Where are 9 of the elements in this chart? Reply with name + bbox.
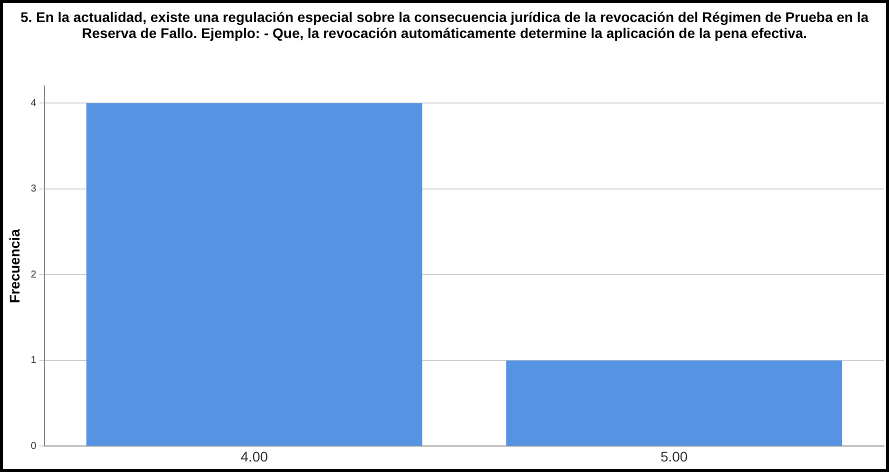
y-tick-label: 2 [30,269,37,280]
y-tick-label: 4 [30,98,37,109]
x-tick-label: 5.00 [660,448,688,464]
y-tick-label: 1 [30,355,37,366]
chart-title: 5. En la actualidad, existe una regulación especial sobre la consecuencia jurídica de la revocación del Régimen de Prueba en la Reserva de Fallo. Ejemplo: - Que, la revocación automáticamente determine la aplicación de la pena efectiva. [19,8,870,43]
y-axis-title: Frecuencia [6,228,22,304]
x-tick-label: 4.00 [240,448,268,464]
y-tick-label: 0 [30,440,37,452]
y-tick-label: 3 [30,184,37,195]
